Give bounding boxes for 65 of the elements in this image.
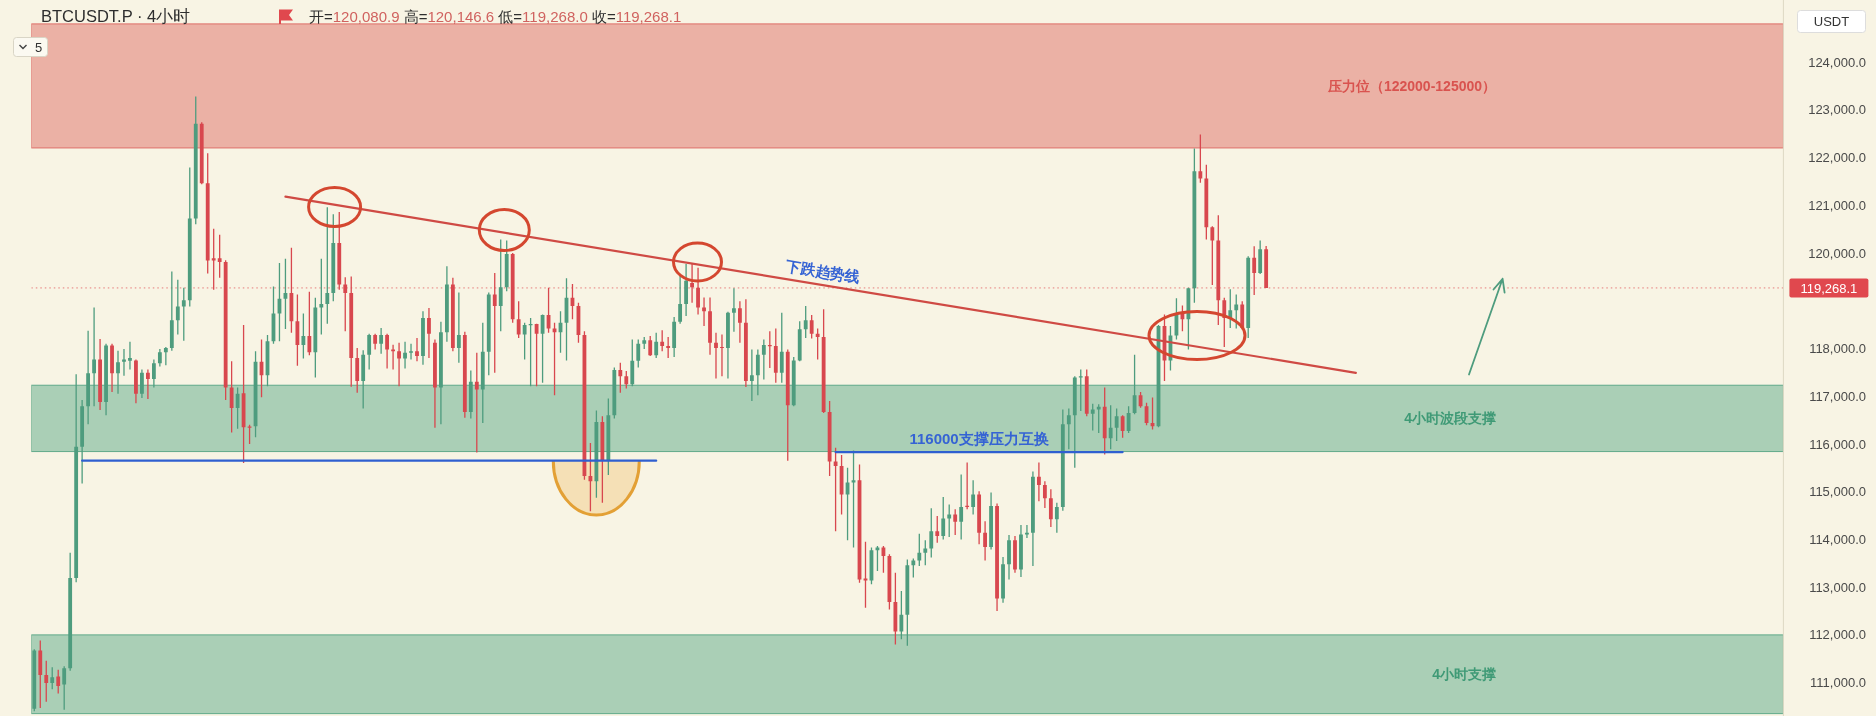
candlestick [122,348,126,376]
candlestick [415,337,419,362]
text: 下跌趋势线 [783,256,862,286]
candlestick [391,344,395,370]
candlestick [92,307,96,407]
candlestick [1048,489,1053,527]
candlestick [373,333,378,350]
candlestick [702,297,706,327]
series-label: 116000支撑压力互换 [909,430,1049,448]
candlestick [755,349,760,396]
candlestick [403,341,407,369]
candlestick [433,339,437,428]
candlestick [456,292,461,363]
candlestick [145,369,150,400]
candlestick [1007,535,1011,580]
candlestick [726,311,730,379]
ref-line-label: 119,268.1 [1800,280,1858,296]
y-tick-label: 113,000.0 [1809,579,1866,595]
candlestick [116,350,120,394]
y-tick-label: 114,000.0 [1809,531,1866,547]
chart-title: BTCUSDT.P · 4小时 [41,6,191,25]
candlestick [86,330,91,425]
band-label: 4小时波段支撑 [1404,410,1497,427]
candlestick [427,307,431,358]
y-tick-label: 123,000.0 [1808,102,1866,118]
candlestick [965,462,970,510]
candlestick [678,274,683,324]
candlestick [151,359,156,388]
candlestick [409,343,413,360]
candlestick [696,267,700,315]
candlestick [80,400,85,484]
candlestick [439,321,443,425]
y-tick-label: 118,000.0 [1809,341,1866,357]
y-tick-label: 124,000.0 [1808,54,1866,70]
y-tick-label: 117,000.0 [1809,388,1866,404]
band-label: 压力位（122000-125000） [1326,77,1497,94]
annotation: 开=120,080.9 高=120,146.6 低=119,268.0 收=119,268.1 [309,7,682,25]
candlestick [1025,525,1029,538]
y-tick-label: 122,000.0 [1808,150,1866,166]
candlestick [983,521,987,561]
y-tick-label: 111,000.0 [1810,675,1866,691]
candlestick [684,263,689,316]
candlestick [385,333,390,369]
y-tick-label: 115,000.0 [1809,484,1866,500]
band-label: 4小时支撑 [1432,666,1497,683]
y-tick-label: 121,000.0 [1808,197,1866,213]
candlestick [749,349,754,401]
candlestick [971,480,976,515]
candlestick [128,341,132,370]
control-collapse: 5 [13,37,48,57]
candlestick [1036,462,1041,502]
y-tick-label: 116,000.0 [1809,436,1866,452]
y-tick-label: 112,000.0 [1809,627,1866,643]
price-tag: 119,268.1 [1789,278,1869,298]
candlestick [708,297,712,355]
candlestick [732,288,736,332]
candlestick [738,301,742,343]
candlestick [379,327,384,354]
y-tick-label: 120,000.0 [1808,245,1866,261]
candlestick [397,342,401,387]
candlestick [714,332,718,379]
annotation: 5 [35,40,43,55]
control-currency: USDT [1797,10,1866,33]
candlestick [720,334,724,377]
candlestick [1042,481,1047,508]
